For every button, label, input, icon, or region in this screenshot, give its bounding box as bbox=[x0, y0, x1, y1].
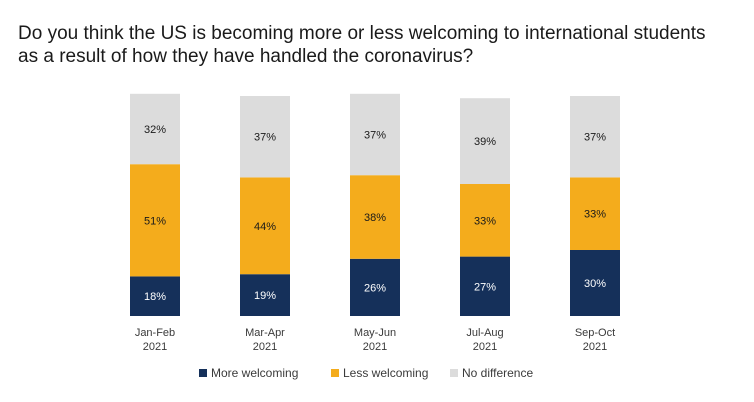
legend-swatch-no-difference bbox=[450, 369, 458, 377]
data-label-no-difference: 39% bbox=[474, 136, 496, 148]
bar-segment-more-welcoming bbox=[570, 250, 620, 316]
legend-label-more-welcoming: More welcoming bbox=[211, 366, 299, 380]
data-label-less-welcoming: 33% bbox=[584, 209, 606, 221]
bar-segment-no-difference bbox=[240, 96, 290, 178]
x-tick-label: Sep-Oct bbox=[575, 327, 615, 339]
x-tick-label: Jul-Aug bbox=[466, 327, 503, 339]
x-tick-label: 2021 bbox=[253, 341, 277, 353]
data-label-more-welcoming: 30% bbox=[584, 278, 606, 290]
bar-segment-more-welcoming bbox=[240, 274, 290, 316]
data-label-less-welcoming: 38% bbox=[364, 212, 386, 224]
data-label-less-welcoming: 51% bbox=[144, 215, 166, 227]
data-label-no-difference: 37% bbox=[584, 132, 606, 144]
legend-item-no-difference: No difference bbox=[450, 366, 533, 380]
x-tick-label: Jan-Feb bbox=[135, 327, 175, 339]
chart-legend: More welcoming Less welcoming No differe… bbox=[0, 366, 754, 382]
x-tick-label: 2021 bbox=[363, 341, 387, 353]
bar-segment-more-welcoming bbox=[130, 276, 180, 316]
data-label-more-welcoming: 26% bbox=[364, 282, 386, 294]
bar-group-1: 18% 51% 32% Jan-Feb 2021 bbox=[130, 93, 180, 353]
data-label-no-difference: 37% bbox=[254, 132, 276, 144]
data-label-more-welcoming: 19% bbox=[254, 290, 276, 302]
bar-segment-no-difference bbox=[570, 96, 620, 178]
bar-segment-no-difference bbox=[460, 98, 510, 184]
legend-swatch-more-welcoming bbox=[199, 369, 207, 377]
legend-item-more-welcoming: More welcoming bbox=[199, 366, 298, 380]
bar-segment-less-welcoming bbox=[570, 177, 620, 250]
legend-label-no-difference: No difference bbox=[462, 366, 534, 380]
bar-group-2: 19% 44% 37% Mar-Apr 2021 bbox=[240, 96, 290, 353]
bar-group-5: 30% 33% 37% Sep-Oct 2021 bbox=[570, 96, 620, 353]
chart-title-line-1: Do you think the US is becoming more or … bbox=[18, 23, 706, 44]
x-tick-label: Mar-Apr bbox=[245, 327, 285, 339]
bar-group-4: 27% 33% 39% Jul-Aug 2021 bbox=[460, 98, 510, 353]
chart-title-line-2: as a result of how they have handled the… bbox=[18, 46, 474, 67]
legend-swatch-less-welcoming bbox=[331, 369, 339, 377]
data-label-less-welcoming: 33% bbox=[474, 215, 496, 227]
bar-segment-no-difference bbox=[350, 93, 400, 176]
bar-segment-no-difference bbox=[130, 93, 180, 165]
bar-group-3: 26% 38% 37% May-Jun 2021 bbox=[350, 93, 400, 353]
legend-label-less-welcoming: Less welcoming bbox=[343, 366, 429, 380]
data-label-less-welcoming: 44% bbox=[254, 221, 276, 233]
x-tick-label: 2021 bbox=[583, 341, 607, 353]
data-label-no-difference: 37% bbox=[364, 130, 386, 142]
data-label-more-welcoming: 18% bbox=[144, 291, 166, 303]
x-tick-label: 2021 bbox=[473, 341, 497, 353]
bar-segment-more-welcoming bbox=[460, 256, 510, 316]
legend-item-less-welcoming: Less welcoming bbox=[331, 366, 428, 380]
bar-segment-more-welcoming bbox=[350, 258, 400, 316]
x-tick-label: 2021 bbox=[143, 341, 167, 353]
data-label-no-difference: 32% bbox=[144, 124, 166, 136]
bar-segment-less-welcoming bbox=[350, 175, 400, 259]
bar-segment-less-welcoming bbox=[130, 164, 180, 277]
bar-segment-less-welcoming bbox=[460, 184, 510, 257]
data-label-more-welcoming: 27% bbox=[474, 281, 496, 293]
chart-title: Do you think the US is becoming more or … bbox=[18, 22, 738, 68]
x-tick-label: May-Jun bbox=[354, 327, 396, 339]
bar-segment-less-welcoming bbox=[240, 177, 290, 275]
